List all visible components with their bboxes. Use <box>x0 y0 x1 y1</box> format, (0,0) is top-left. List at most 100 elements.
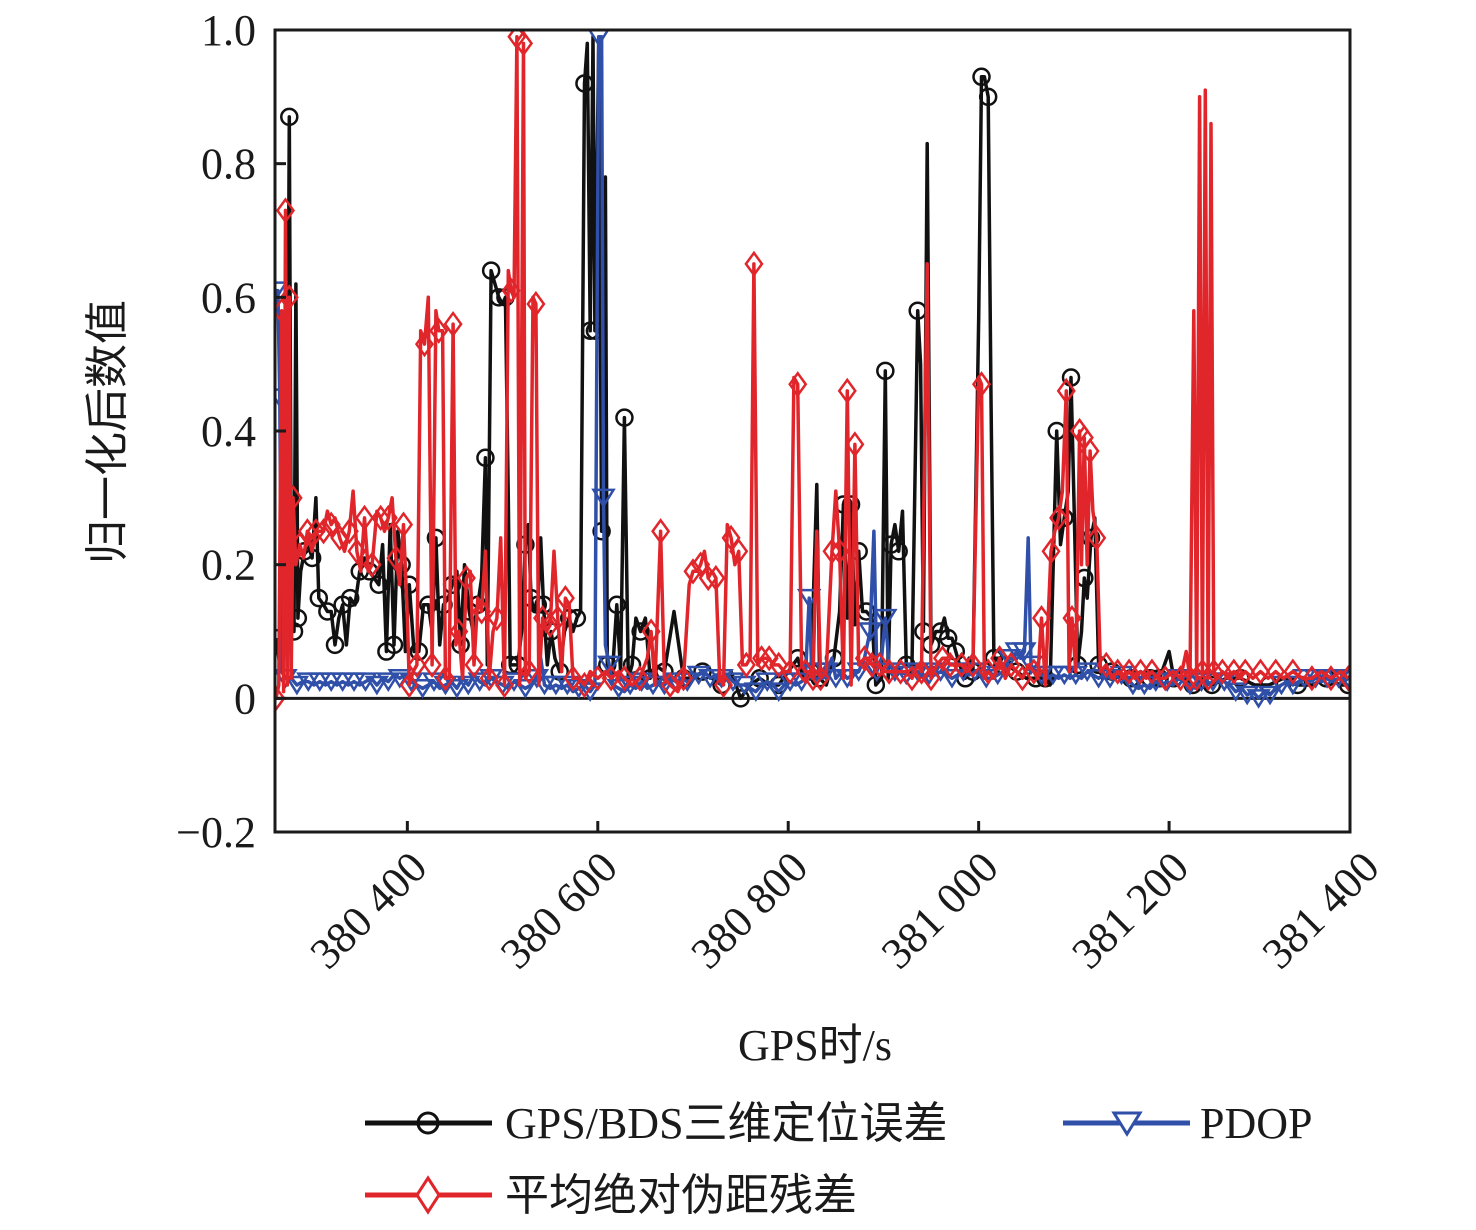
data-point-marker <box>309 588 329 608</box>
data-point-marker <box>744 250 764 278</box>
data-point-marker <box>371 504 391 532</box>
data-point-marker <box>857 622 883 642</box>
data-point-marker <box>660 671 680 699</box>
data-point-marker <box>275 197 296 224</box>
data-point-marker <box>325 635 345 655</box>
data-point-marker <box>889 542 908 561</box>
data-point-marker <box>347 538 367 565</box>
data-point-marker <box>891 658 911 685</box>
data-point-marker <box>630 665 650 692</box>
data-point-marker <box>1335 669 1351 689</box>
y-tick-label: 1.0 <box>201 6 256 55</box>
data-point-marker <box>845 431 865 458</box>
data-point-marker <box>1321 665 1341 692</box>
data-point-marker <box>837 377 857 405</box>
data-point-marker <box>1062 605 1082 632</box>
data-point-marker <box>280 107 299 127</box>
data-point-marker <box>456 675 481 696</box>
data-point-marker <box>284 675 310 696</box>
legend-label-1: 平均绝对伪距残差 <box>505 1171 857 1220</box>
data-point-marker <box>464 651 484 679</box>
data-point-marker <box>422 651 442 679</box>
data-point-marker <box>393 511 414 538</box>
data-point-marker <box>575 74 594 93</box>
x-tick-label: 380 600 <box>491 842 627 978</box>
legend: GPS/BDS三维定位误差 PDOP 平均绝对伪距残差 <box>365 1099 1313 1220</box>
data-point-marker <box>414 330 435 358</box>
data-point-marker <box>1302 665 1322 692</box>
data-point-marker <box>698 564 718 592</box>
data-point-marker <box>841 495 861 514</box>
data-point-marker <box>706 564 726 592</box>
data-point-marker <box>766 682 791 703</box>
y-tick-label: 0.6 <box>201 273 256 322</box>
y-tick-label: 0 <box>234 674 256 723</box>
data-point-marker <box>1280 675 1306 696</box>
data-point-marker <box>1041 538 1061 565</box>
data-point-marker <box>939 669 965 689</box>
data-point-marker <box>693 662 712 681</box>
data-point-marker <box>854 645 874 672</box>
data-point-marker <box>971 371 992 398</box>
data-point-marker <box>555 584 575 612</box>
x-tick-label: 381 400 <box>1253 842 1389 978</box>
data-point-marker <box>449 618 469 645</box>
data-point-marker <box>386 544 406 572</box>
data-point-marker <box>526 290 546 318</box>
data-point-marker <box>563 665 583 692</box>
data-point-marker <box>1204 658 1224 685</box>
data-point-marker <box>1012 642 1037 662</box>
data-point-marker <box>479 665 499 692</box>
data-point-marker <box>435 665 455 692</box>
data-point-marker <box>963 651 983 679</box>
data-point-marker <box>743 682 769 703</box>
data-point-marker <box>354 504 375 532</box>
data-point-marker <box>588 665 608 692</box>
data-point-marker <box>759 645 779 672</box>
data-point-marker <box>548 605 568 632</box>
data-point-marker <box>513 30 534 57</box>
data-point-marker <box>1087 524 1107 552</box>
data-point-marker <box>279 284 299 311</box>
x-tick-label: 380 800 <box>682 842 818 978</box>
data-point-marker <box>795 658 815 685</box>
data-point-marker <box>769 651 789 679</box>
data-point-marker <box>911 658 932 685</box>
data-point-marker <box>513 679 538 699</box>
data-point-marker <box>384 635 404 655</box>
data-point-marker <box>614 665 634 692</box>
data-point-marker <box>978 658 998 685</box>
data-point-marker <box>378 504 398 532</box>
data-point-marker <box>540 611 560 638</box>
data-point-marker <box>1266 658 1286 685</box>
x-tick-label: 381 200 <box>1062 842 1198 978</box>
data-point-marker <box>803 665 823 692</box>
data-point-marker <box>673 665 694 692</box>
legend-item-2: PDOP <box>1063 1099 1313 1148</box>
data-point-marker <box>811 665 831 692</box>
data-point-marker <box>364 675 390 696</box>
data-point-marker <box>607 595 627 615</box>
legend-item-1: 平均绝对伪距残差 <box>365 1171 857 1220</box>
data-point-marker <box>862 651 882 679</box>
y-axis-title: 归一化后数值 <box>83 300 132 564</box>
data-point-marker <box>615 408 634 427</box>
data-point-marker <box>321 511 341 538</box>
legend-label-2: PDOP <box>1200 1099 1313 1148</box>
data-point-marker <box>752 645 772 672</box>
data-point-marker <box>1198 665 1218 692</box>
data-point-marker <box>314 518 334 545</box>
data-point-marker <box>736 651 756 679</box>
x-tick-label: 380 400 <box>301 842 437 978</box>
data-point-marker <box>339 518 359 545</box>
data-point-marker <box>318 602 337 621</box>
legend-marker-circle-icon <box>416 1111 440 1135</box>
y-tick-label: 0.4 <box>201 407 256 456</box>
y-tick-label: 0.8 <box>201 140 256 189</box>
data-point-marker <box>519 658 539 685</box>
data-point-marker <box>1096 651 1116 679</box>
y-tick-label: −0.2 <box>176 808 256 857</box>
data-point-marker <box>369 575 389 594</box>
data-point-marker <box>788 371 808 398</box>
